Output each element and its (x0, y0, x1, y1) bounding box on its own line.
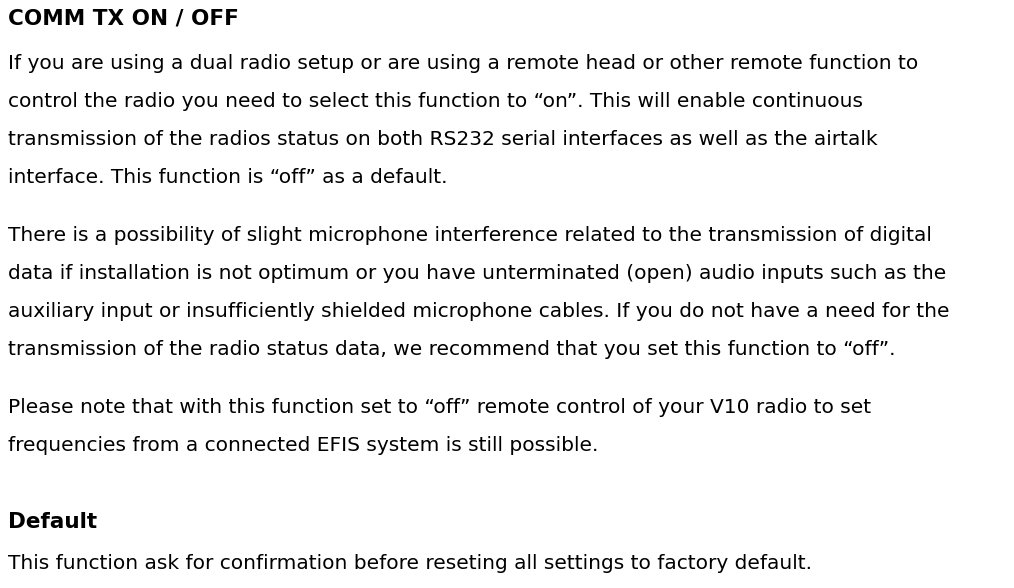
Text: control the radio you need to select this function to “on”. This will enable con: control the radio you need to select thi… (8, 92, 863, 111)
Text: transmission of the radios status on both RS232 serial interfaces as well as the: transmission of the radios status on bot… (8, 130, 878, 149)
Text: If you are using a dual radio setup or are using a remote head or other remote f: If you are using a dual radio setup or a… (8, 54, 919, 73)
Text: auxiliary input or insufficiently shielded microphone cables. If you do not have: auxiliary input or insufficiently shield… (8, 302, 949, 321)
Text: frequencies from a connected EFIS system is still possible.: frequencies from a connected EFIS system… (8, 436, 598, 455)
Text: COMM TX ON / OFF: COMM TX ON / OFF (8, 8, 239, 28)
Text: There is a possibility of slight microphone interference related to the transmis: There is a possibility of slight microph… (8, 226, 932, 245)
Text: Default: Default (8, 512, 97, 532)
Text: data if installation is not optimum or you have unterminated (open) audio inputs: data if installation is not optimum or y… (8, 264, 946, 283)
Text: This function ask for confirmation before reseting all settings to factory defau: This function ask for confirmation befor… (8, 554, 812, 573)
Text: transmission of the radio status data, we recommend that you set this function t: transmission of the radio status data, w… (8, 340, 895, 359)
Text: interface. This function is “off” as a default.: interface. This function is “off” as a d… (8, 168, 447, 187)
Text: Please note that with this function set to “off” remote control of your V10 radi: Please note that with this function set … (8, 398, 871, 417)
